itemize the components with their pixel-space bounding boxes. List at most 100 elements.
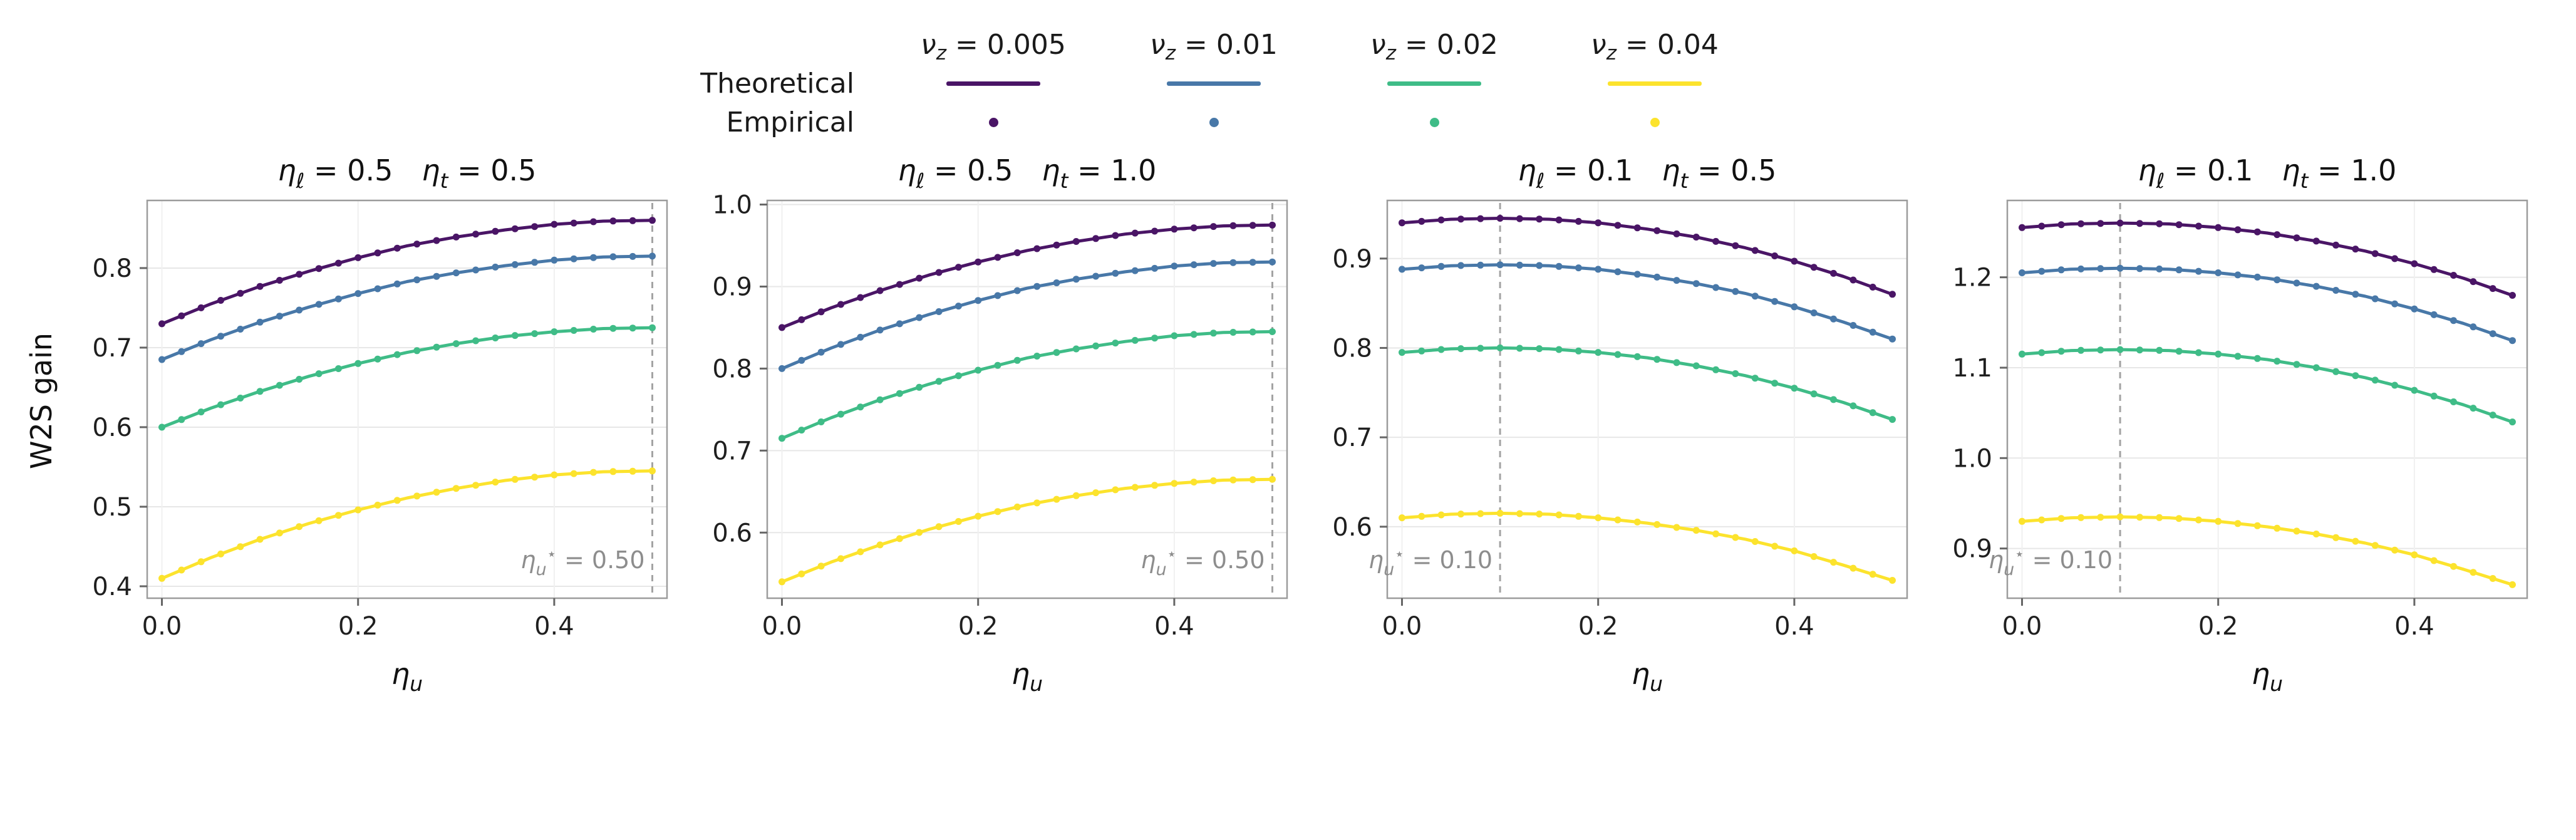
y-tick-label: 0.5 [92, 493, 132, 522]
theoretical-line [160, 219, 654, 326]
legend-row-theoretical: Theoretical [700, 67, 854, 100]
x-tick-label: 0.0 [2002, 612, 2042, 641]
empirical-dots [1399, 509, 1896, 584]
theoretical-line-swatch [1608, 81, 1702, 86]
legend-item-label-1: νz = 0.005 [883, 28, 1104, 63]
y-tick-label: 1.0 [1952, 444, 1992, 473]
empirical-dot-swatch [1650, 117, 1660, 127]
plots-row: 0.0 0.2 0.4 0.4 0.5 0.6 0.7 0.8 ηℓ = 0.5 ηt = 0.5… [63, 150, 2543, 702]
empirical-dot-swatch [988, 117, 998, 127]
empirical-dots [158, 217, 656, 328]
y-tick-label: 0.9 [1332, 245, 1372, 274]
legend-label-sub: z [1385, 41, 1397, 65]
legend: νz = 0.005 νz = 0.01 νz = 0.02 νz = 0.04… [676, 25, 1765, 142]
x-tick-label: 0.4 [1774, 612, 1814, 641]
axis-ticks: 0.0 0.2 0.4 0.9 1.0 1.1 1.2 [1952, 264, 2434, 641]
legend-dot-swatch-cell [883, 117, 1104, 127]
empirical-dot-swatch [1209, 117, 1219, 127]
y-axis-label: W2S gain [24, 333, 58, 469]
legend-item-label-3: νz = 0.02 [1324, 28, 1544, 63]
vline-annotation: ηu⋆ = 0.50 [520, 545, 644, 579]
legend-label-value: = 0.01 [1176, 28, 1278, 61]
vline-annotation: ηu⋆ = 0.10 [1368, 545, 1492, 579]
y-tick-label: 0.7 [1332, 423, 1372, 452]
axis-ticks: 0.0 0.2 0.4 0.6 0.7 0.8 0.9 [1332, 245, 1814, 641]
grid [147, 200, 667, 598]
axes-box [1386, 199, 1908, 599]
subplot-1: 0.0 0.2 0.4 0.4 0.5 0.6 0.7 0.8 ηℓ = 0.5 ηt = 0.5… [92, 153, 668, 696]
theoretical-line [2020, 266, 2514, 343]
axes-box [766, 199, 1288, 599]
axes-box [146, 199, 668, 599]
legend-dot-swatch-cell [1544, 117, 1765, 127]
y-tick-label: 1.2 [1952, 264, 1992, 293]
empirical-dots [778, 258, 1276, 372]
subplot-title: ηℓ = 0.5 ηt = 1.0 [898, 153, 1157, 193]
y-tick-label: 0.7 [712, 437, 752, 465]
legend-label-base: ν [921, 28, 936, 61]
empirical-dot-swatch [1429, 117, 1439, 127]
x-axis-label: ηu [391, 657, 423, 696]
theoretical-line-swatch [946, 81, 1040, 86]
empirical-dots [778, 328, 1276, 442]
x-tick-label: 0.4 [1154, 612, 1194, 641]
y-tick-label: 0.6 [1332, 513, 1372, 542]
y-tick-label: 0.8 [92, 254, 132, 283]
x-tick-label: 0.4 [2394, 612, 2434, 641]
legend-item-label-2: νz = 0.01 [1104, 28, 1324, 63]
legend-label-sub: z [1165, 41, 1176, 65]
empirical-dots [778, 221, 1276, 331]
theoretical-line [160, 254, 654, 361]
theoretical-line [1400, 346, 1894, 422]
legend-label-sub: z [1606, 41, 1617, 65]
y-tick-label: 0.8 [712, 355, 752, 383]
legend-item-label-4: νz = 0.04 [1544, 28, 1765, 63]
empirical-dots [1399, 344, 1896, 423]
theoretical-line [780, 223, 1274, 329]
x-tick-label: 0.0 [142, 612, 182, 641]
y-tick-label: 0.4 [92, 573, 132, 601]
theoretical-line-swatch [1387, 81, 1481, 86]
subplot-2: 0.0 0.2 0.4 0.6 0.7 0.8 0.9 1.0 ηℓ = 0.5 ηt = 1.0… [712, 153, 1288, 696]
empirical-dots [2019, 513, 2516, 588]
theoretical-line [1400, 217, 1894, 296]
empirical-dots [158, 324, 656, 431]
theoretical-line [160, 326, 654, 429]
x-tick-label: 0.0 [762, 612, 802, 641]
empirical-dots [158, 467, 656, 582]
empirical-dots [2019, 219, 2516, 299]
y-tick-label: 0.7 [92, 334, 132, 363]
subplot-3: 0.0 0.2 0.4 0.6 0.7 0.8 0.9 ηℓ = 0.1 ηt = 0.5 ηu η… [1332, 153, 1908, 696]
legend-row-empirical: Empirical [726, 106, 854, 138]
subplot-title: ηℓ = 0.1 ηt = 0.5 [1518, 153, 1777, 193]
y-tick-label: 0.9 [1952, 535, 1992, 564]
x-axis-label: ηu [2252, 657, 2283, 696]
empirical-dots [2019, 264, 2516, 345]
legend-dot-swatch-cell [1324, 117, 1544, 127]
legend-label-sub: z [936, 41, 947, 65]
theoretical-line-swatch [1167, 81, 1261, 86]
axis-ticks: 0.0 0.2 0.4 0.6 0.7 0.8 0.9 1.0 [712, 191, 1194, 641]
y-tick-label: 0.6 [92, 413, 132, 442]
legend-label-base: ν [1591, 28, 1606, 61]
vline-annotation: ηu⋆ = 0.50 [1141, 545, 1265, 579]
y-tick-label: 0.9 [712, 272, 752, 301]
legend-line-swatch-cell [1544, 81, 1765, 86]
legend-line-swatch-cell [1324, 81, 1544, 86]
legend-dot-swatch-cell [1104, 117, 1324, 127]
theoretical-line [780, 260, 1274, 370]
empirical-dots [2019, 346, 2516, 426]
legend-line-swatch-cell [1104, 81, 1324, 86]
x-tick-label: 0.4 [534, 612, 574, 641]
vline-annotation: ηu⋆ = 0.10 [1989, 545, 2113, 579]
x-tick-label: 0.2 [1578, 612, 1618, 641]
x-axis-label: ηu [1632, 657, 1663, 696]
x-tick-label: 0.2 [2198, 612, 2238, 641]
empirical-dots [1399, 215, 1896, 298]
legend-label-base: ν [1150, 28, 1166, 61]
legend-line-swatch-cell [883, 81, 1104, 86]
legend-label-value: = 0.02 [1396, 28, 1498, 61]
grid [767, 200, 1287, 598]
subplot-4: 0.0 0.2 0.4 0.9 1.0 1.1 1.2 ηℓ = 0.1 ηt = 1.0 ηu η… [1952, 153, 2528, 696]
theoretical-line [2020, 221, 2514, 297]
